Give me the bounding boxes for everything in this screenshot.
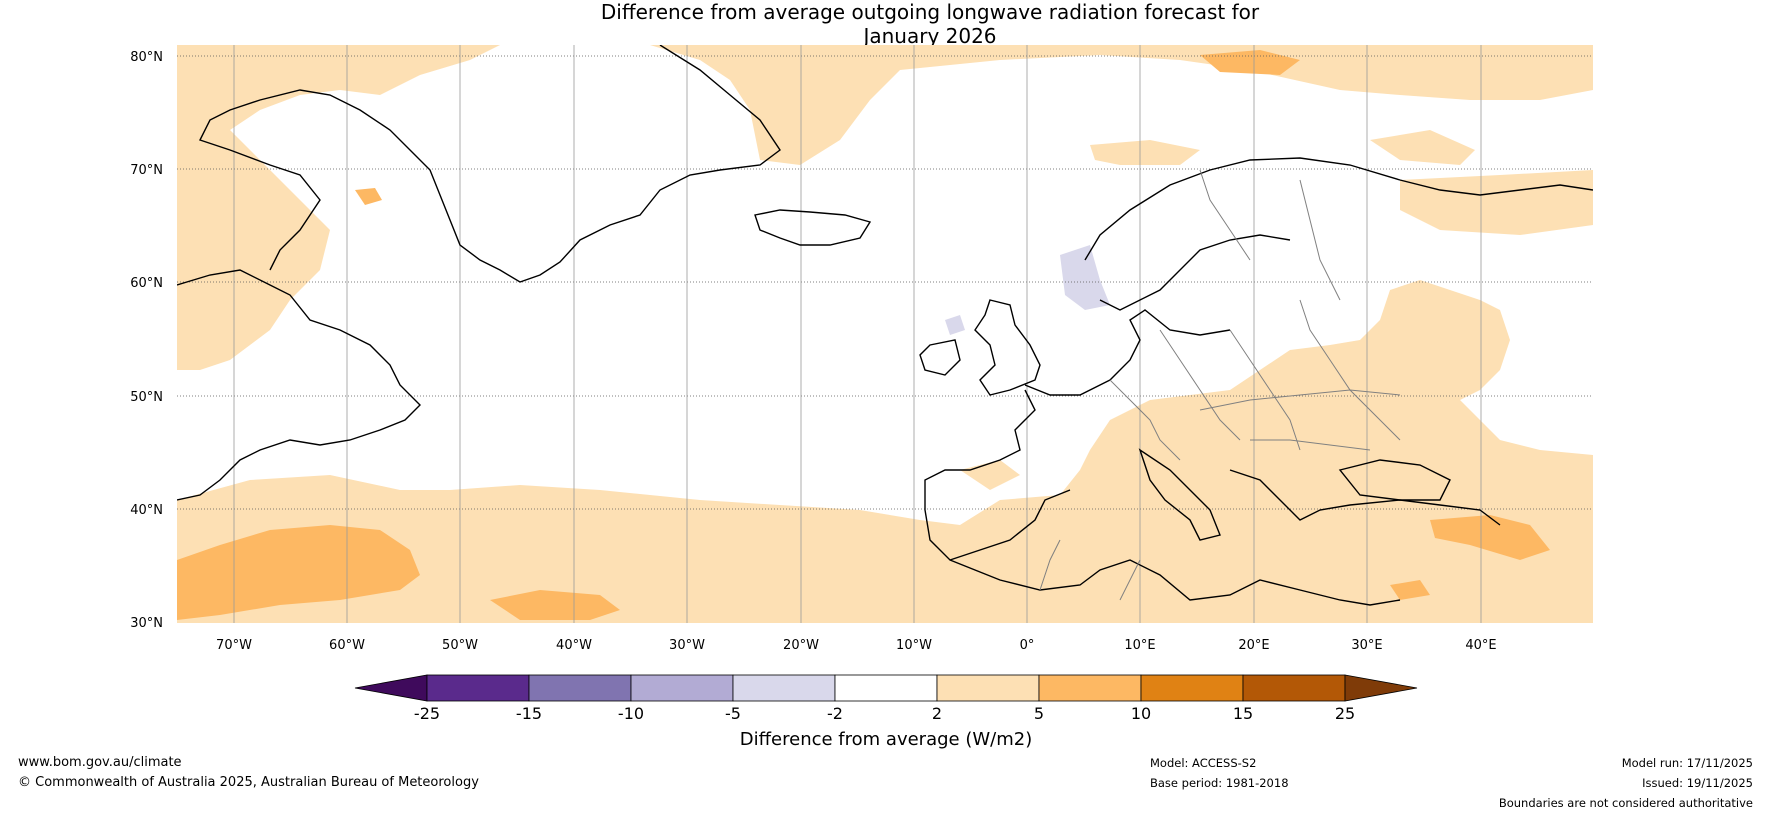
colorbar-segment-5 xyxy=(834,674,938,702)
colorbar-tick: 2 xyxy=(932,704,942,723)
anomaly-region-middle-east xyxy=(1390,580,1430,600)
lon-label-70w: 70°W xyxy=(216,638,252,653)
longitude-axis: 70°W 60°W 50°W 40°W 30°W 20°W 10°W 0° 10… xyxy=(216,638,1497,653)
anomaly-region-atlantic-south xyxy=(177,280,1593,623)
colorbar-segment-9 xyxy=(1242,674,1346,702)
coastline-ireland xyxy=(919,339,961,376)
lon-label-10w: 10°W xyxy=(896,638,932,653)
anomaly-region-greenland-east xyxy=(650,45,1593,165)
anomaly-5-to-10-regions xyxy=(177,50,1550,620)
coastline-iceland xyxy=(754,209,872,246)
footer-dates: Model run: 17/11/2025 Issued: 19/11/2025… xyxy=(1499,753,1753,813)
anomaly-region-north-sea xyxy=(945,315,965,335)
anomaly-region-mid-atlantic xyxy=(490,590,620,620)
lat-label-30n: 30°N xyxy=(130,616,163,631)
map-title: Difference from average outgoing longwav… xyxy=(530,0,1330,48)
copyright-text: © Commonwealth of Australia 2025, Austra… xyxy=(18,775,479,790)
lon-label-30w: 30°W xyxy=(669,638,705,653)
footer-left: www.bom.gov.au/climate © Commonwealth of… xyxy=(18,753,479,793)
lat-label-80n: 80°N xyxy=(130,50,163,65)
longitude-gridlines xyxy=(233,45,1482,623)
colorbar-tick: -15 xyxy=(516,704,542,723)
coastline-canada xyxy=(177,269,421,501)
anomaly-region-subtropical-atlantic xyxy=(177,525,420,620)
anomaly-region-scandinavia-east xyxy=(1370,130,1475,165)
lon-label-0: 0° xyxy=(1020,638,1035,653)
colorbar-tick: 25 xyxy=(1335,704,1355,723)
latitude-axis: 80°N 70°N 60°N 50°N 40°N 30°N xyxy=(130,50,163,631)
colorbar xyxy=(354,674,1418,702)
colorbar-tick: -2 xyxy=(827,704,843,723)
coastline-baltic xyxy=(1099,234,1291,311)
colorbar-tick: -10 xyxy=(618,704,644,723)
colorbar-segment-7 xyxy=(1038,674,1142,702)
model-run-text: Model run: 17/11/2025 xyxy=(1621,756,1753,770)
issued-text: Issued: 19/11/2025 xyxy=(1642,776,1753,790)
colorbar-tick: 15 xyxy=(1233,704,1253,723)
colorbar-segment-1 xyxy=(426,674,530,702)
coastlines xyxy=(177,45,1593,606)
colorbar-tick: 10 xyxy=(1131,704,1151,723)
lat-label-40n: 40°N xyxy=(130,503,163,518)
colorbar-label: Difference from average (W/m2) xyxy=(740,729,1032,750)
anomaly-region-canada-north xyxy=(177,45,500,370)
anomaly-2-to-5-regions xyxy=(177,45,1593,623)
colorbar-segment-3 xyxy=(630,674,734,702)
anomaly-region-norwegian-sea xyxy=(1060,245,1110,310)
coastline-italy xyxy=(1138,448,1221,541)
anomaly-region-barents xyxy=(1090,140,1200,165)
anomaly-region-labrador-spot xyxy=(355,188,382,205)
map-title-line2: January 2026 xyxy=(863,24,997,48)
footer-model-info: Model: ACCESS-S2 Base period: 1981-2018 xyxy=(1150,753,1289,793)
lon-label-50w: 50°W xyxy=(442,638,478,653)
colorbar-tick: 5 xyxy=(1034,704,1044,723)
map-area xyxy=(177,45,1593,623)
coastline-europe-west xyxy=(1024,309,1231,396)
lon-label-10e: 10°E xyxy=(1124,638,1155,653)
map-title-line1: Difference from average outgoing longwav… xyxy=(600,0,1260,24)
national-borders xyxy=(1039,169,1401,601)
anomaly-minus5-to-minus2-regions xyxy=(945,245,1110,335)
website-link[interactable]: www.bom.gov.au/climate xyxy=(18,755,182,770)
coastline-north-africa xyxy=(949,559,1401,606)
lat-label-60n: 60°N xyxy=(130,276,163,291)
base-period-text: Base period: 1981-2018 xyxy=(1150,776,1289,790)
lon-label-20e: 20°E xyxy=(1238,638,1269,653)
colorbar-extend-low xyxy=(354,674,428,702)
colorbar-tick: -25 xyxy=(414,704,440,723)
anomaly-region-iberia-spot xyxy=(960,460,1020,490)
coastline-france-iberia xyxy=(924,389,1071,561)
lat-label-70n: 70°N xyxy=(130,163,163,178)
colorbar-segment-6 xyxy=(936,674,1040,702)
model-text: Model: ACCESS-S2 xyxy=(1150,756,1257,770)
colorbar-segment-2 xyxy=(528,674,632,702)
colorbar-tick: -5 xyxy=(725,704,741,723)
lon-label-40w: 40°W xyxy=(556,638,592,653)
lat-label-50n: 50°N xyxy=(130,390,163,405)
lon-label-40e: 40°E xyxy=(1465,638,1496,653)
colorbar-segment-4 xyxy=(732,674,836,702)
coastline-balkans-turkey xyxy=(1229,469,1501,526)
coastline-norway xyxy=(1084,157,1593,261)
coastline-black-sea xyxy=(1338,459,1451,501)
lon-label-20w: 20°W xyxy=(783,638,819,653)
anomaly-region-caspian xyxy=(1430,515,1550,560)
lon-label-60w: 60°W xyxy=(329,638,365,653)
coastline-greenland xyxy=(199,45,781,283)
colorbar-ticks: -25 -15 -10 -5 -2 2 5 10 15 25 xyxy=(414,704,1355,723)
lon-label-30e: 30°E xyxy=(1351,638,1382,653)
colorbar-segment-8 xyxy=(1140,674,1244,702)
disclaimer-text: Boundaries are not considered authoritat… xyxy=(1498,796,1753,810)
coastline-great-britain xyxy=(974,299,1041,396)
colorbar-extend-high xyxy=(1344,674,1418,702)
latitude-gridlines xyxy=(177,55,1593,510)
